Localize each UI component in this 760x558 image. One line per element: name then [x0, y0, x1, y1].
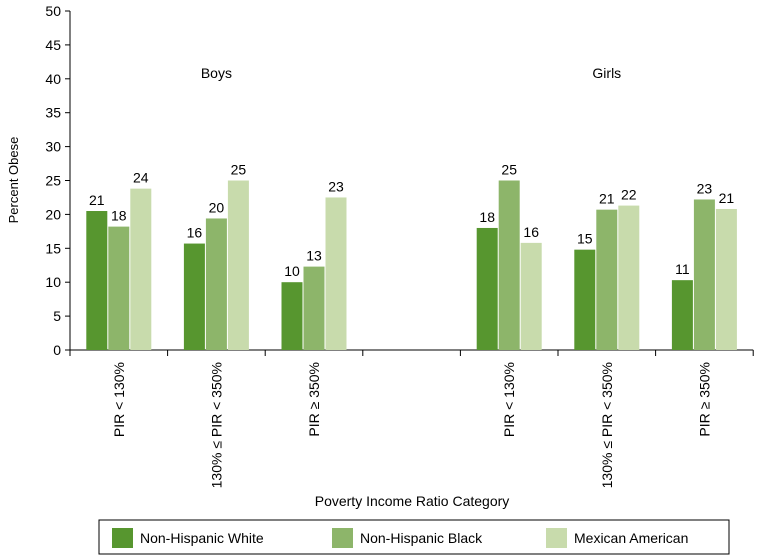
- bar: [86, 211, 108, 350]
- bar: [130, 188, 152, 350]
- bar-value-label: 21: [719, 190, 735, 206]
- bar-value-label: 21: [89, 192, 105, 208]
- legend-label: Mexican American: [574, 530, 688, 546]
- category-label: PIR ≥ 350%: [306, 362, 322, 437]
- group-label: Girls: [592, 65, 621, 81]
- bar: [520, 242, 542, 350]
- legend: Non-Hispanic White Non-Hispanic Black Mexi…: [98, 519, 730, 555]
- bar: [303, 266, 325, 350]
- bar-value-label: 25: [501, 162, 517, 178]
- y-tick-label: 35: [45, 105, 61, 121]
- y-axis-label: Percent Obese: [6, 137, 21, 224]
- bar: [227, 180, 249, 350]
- y-tick-label: 10: [45, 274, 61, 290]
- category-label: 130% ≤ PIR < 350%: [208, 362, 224, 488]
- y-tick-label: 45: [45, 37, 61, 53]
- category-label: 130% ≤ PIR < 350%: [599, 362, 615, 488]
- y-tick-label: 25: [45, 173, 61, 189]
- category-labels: PIR < 130% 130% ≤ PIR < 350% PIR ≥ 350% PIR…: [111, 362, 713, 488]
- bar: [693, 199, 715, 350]
- bar: [671, 280, 693, 350]
- bar-value-label: 13: [306, 248, 322, 264]
- bar-value-label: 18: [479, 209, 495, 225]
- bar-value-label: 11: [675, 261, 690, 277]
- category-label: PIR < 130%: [501, 362, 517, 437]
- bar: [183, 243, 205, 350]
- bar: [205, 218, 227, 350]
- legend-label: Non-Hispanic Black: [360, 530, 483, 546]
- bar-value-label: 10: [284, 263, 300, 279]
- y-tick-label: 0: [53, 342, 61, 358]
- bar-value-label: 24: [133, 170, 149, 186]
- bar: [476, 227, 498, 350]
- category-label: PIR < 130%: [111, 362, 127, 437]
- y-tick-label: 30: [45, 139, 61, 155]
- bar: [618, 205, 640, 350]
- category-label: PIR ≥ 350%: [696, 362, 712, 437]
- bar-value-label: 21: [599, 191, 615, 207]
- bars: [86, 180, 737, 350]
- bar: [281, 282, 303, 350]
- legend-swatch: [546, 528, 567, 548]
- bar-value-label: 22: [621, 187, 637, 203]
- bar-value-label: 25: [231, 162, 247, 178]
- bar: [715, 208, 737, 350]
- legend-frame: [98, 519, 730, 555]
- y-tick-label: 15: [45, 240, 61, 256]
- legend-swatch: [332, 528, 353, 548]
- bar-value-label: 16: [187, 225, 203, 241]
- bar-value-label: 20: [209, 199, 225, 215]
- bar: [596, 209, 618, 350]
- legend-swatch: [112, 528, 133, 548]
- y-tick-label: 5: [53, 308, 61, 324]
- y-tick-label: 50: [45, 3, 61, 19]
- y-axis: 0 5 10 15 20 25 30 35 40 45 50: [45, 3, 71, 358]
- bar-value-label: 15: [577, 231, 593, 247]
- x-axis-label: Poverty Income Ratio Category: [315, 493, 510, 509]
- y-tick-label: 20: [45, 206, 61, 222]
- bar-value-label: 23: [328, 178, 344, 194]
- group-labels: Boys Girls: [201, 65, 621, 81]
- y-tick-label: 40: [45, 71, 61, 87]
- legend-label: Non-Hispanic White: [140, 530, 264, 546]
- bar: [325, 197, 347, 350]
- bar: [574, 249, 596, 350]
- group-label: Boys: [201, 65, 232, 81]
- bar-value-label: 23: [697, 180, 713, 196]
- x-axis: [69, 349, 754, 356]
- bar: [498, 180, 520, 350]
- bar-value-label: 18: [111, 208, 127, 224]
- bar-value-label: 16: [523, 224, 539, 240]
- bar: [108, 226, 130, 350]
- bar-value-labels: 21 18 24 16 20 25 10 13 23 18 25 16 15 21 22 11 23 21: [89, 162, 734, 280]
